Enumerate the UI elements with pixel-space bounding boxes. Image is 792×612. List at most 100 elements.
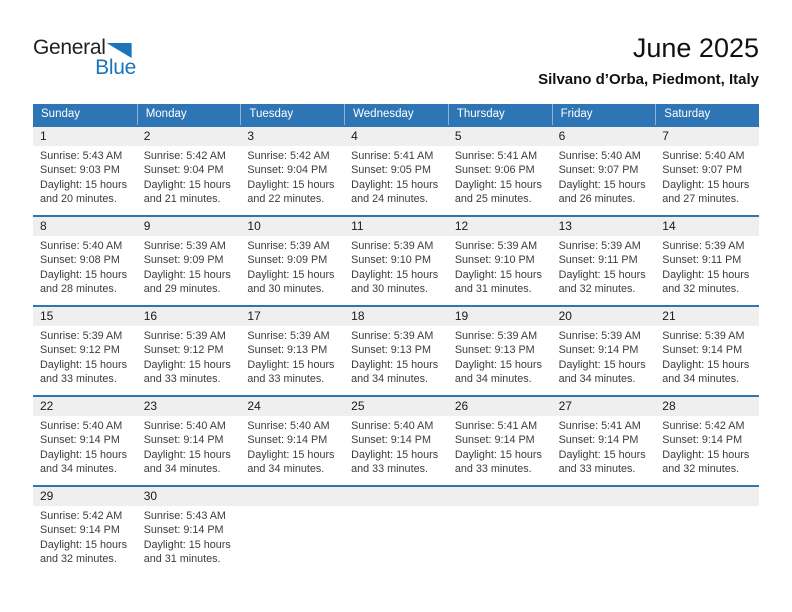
detail-line: Sunset: 9:03 PM: [40, 164, 120, 177]
detail-line: Sunset: 9:14 PM: [351, 434, 431, 447]
detail-line: Sunset: 9:07 PM: [662, 164, 743, 177]
day-number: 7: [662, 129, 669, 143]
detail-line: Sunrise: 5:42 AM: [247, 150, 330, 162]
day-cell: Sunrise: 5:40 AM Sunset: 9:14 PM Daylight:…: [240, 416, 344, 477]
empty-day-cell: [448, 506, 552, 567]
day-cell: Sunrise: 5:41 AM Sunset: 9:05 PM Daylight:…: [344, 146, 448, 207]
detail-line: Daylight: 15 hours: [351, 448, 439, 461]
day-number: 11: [351, 219, 364, 233]
weekday-wednesday: Wednesday: [344, 104, 448, 125]
day-number: 13: [558, 219, 572, 233]
day-cell: Sunrise: 5:39 AM Sunset: 9:11 PM Daylight:…: [552, 236, 656, 297]
detail-line: Daylight: 15 hours: [454, 268, 542, 281]
detail-line: Daylight: 15 hours: [143, 448, 231, 461]
detail-line: and 28 minutes.: [40, 283, 117, 296]
detail-line: and 33 minutes.: [143, 373, 221, 386]
day-cell: Sunrise: 5:43 AM Sunset: 9:14 PM Daylight:…: [137, 506, 241, 567]
week-row: 8 9 10 11 12 13 14 Sunrise: 5:40 AM Sunset: 9:08…: [33, 215, 759, 305]
detail-line: Daylight: 15 hours: [247, 448, 335, 461]
detail-line: Sunset: 9:13 PM: [454, 344, 535, 357]
detail-line: Daylight: 15 hours: [143, 538, 231, 551]
detail-line: and 34 minutes.: [351, 373, 428, 386]
detail-line: Daylight: 15 hours: [558, 178, 646, 191]
detail-line: Sunrise: 5:40 AM: [662, 150, 745, 162]
detail-line: and 29 minutes.: [143, 283, 221, 296]
detail-line: Daylight: 15 hours: [454, 448, 542, 461]
detail-line: and 21 minutes.: [143, 193, 221, 206]
detail-line: Sunrise: 5:40 AM: [247, 420, 330, 432]
detail-line: Sunrise: 5:43 AM: [143, 510, 226, 522]
week-row: 22 23 24 25 26 27 28 Sunrise: 5:40 AM Sunset: 9:…: [33, 395, 759, 485]
weekday-friday: Friday: [551, 104, 656, 125]
day-number: 5: [454, 129, 462, 143]
detail-line: Sunrise: 5:41 AM: [351, 150, 434, 162]
detail-line: and 33 minutes.: [247, 373, 325, 386]
detail-line: and 32 minutes.: [40, 553, 117, 566]
detail-line: and 32 minutes.: [662, 283, 740, 296]
detail-line: Daylight: 15 hours: [558, 268, 646, 281]
day-number: 10: [247, 219, 261, 233]
detail-line: and 33 minutes.: [454, 463, 532, 476]
detail-line: Sunset: 9:14 PM: [558, 344, 639, 357]
day-number: 8: [40, 219, 47, 233]
detail-line: Sunrise: 5:39 AM: [143, 240, 226, 252]
month-title: June 2025: [632, 33, 759, 63]
day-number: 18: [351, 309, 365, 323]
detail-line: Sunset: 9:09 PM: [247, 254, 328, 267]
day-cell: Sunrise: 5:39 AM Sunset: 9:13 PM Daylight:…: [240, 326, 344, 387]
week-row: 29 30 Sunrise: 5:42 AM Sunset: 9:14 PM Dayli…: [33, 485, 759, 575]
detail-line: Daylight: 15 hours: [558, 448, 646, 461]
empty-day-number: [344, 487, 448, 506]
general-blue-logo: General Blue: [33, 37, 143, 78]
detail-line: Sunset: 9:04 PM: [247, 164, 328, 177]
detail-line: Sunrise: 5:39 AM: [662, 330, 745, 342]
detail-line: Sunrise: 5:41 AM: [558, 420, 641, 432]
detail-line: Daylight: 15 hours: [351, 268, 439, 281]
day-cell: Sunrise: 5:39 AM Sunset: 9:13 PM Daylight:…: [344, 326, 448, 387]
detail-line: Sunset: 9:12 PM: [40, 344, 120, 357]
empty-day-cell: [344, 506, 448, 567]
detail-line: Daylight: 15 hours: [40, 178, 128, 191]
day-number: 14: [662, 219, 676, 233]
detail-line: and 34 minutes.: [454, 373, 532, 386]
day-cell: Sunrise: 5:39 AM Sunset: 9:10 PM Daylight:…: [448, 236, 552, 297]
detail-line: Sunset: 9:10 PM: [351, 254, 431, 267]
detail-line: Sunrise: 5:40 AM: [351, 420, 434, 432]
header-title-block: June 2025 Silvano d’Orba, Piedmont, Ital…: [538, 34, 759, 88]
detail-line: Sunset: 9:09 PM: [143, 254, 224, 267]
detail-line: Daylight: 15 hours: [662, 268, 750, 281]
detail-line: Daylight: 15 hours: [247, 358, 335, 371]
day-cell: Sunrise: 5:39 AM Sunset: 9:14 PM Daylight:…: [655, 326, 759, 387]
detail-line: Sunrise: 5:42 AM: [662, 420, 745, 432]
day-cell: Sunrise: 5:40 AM Sunset: 9:14 PM Daylight:…: [33, 416, 137, 477]
day-cell: Sunrise: 5:41 AM Sunset: 9:14 PM Daylight:…: [552, 416, 656, 477]
detail-line: Daylight: 15 hours: [662, 448, 750, 461]
day-number: 21: [662, 309, 676, 323]
day-detail-row: Sunrise: 5:43 AM Sunset: 9:03 PM Daylight:…: [33, 146, 759, 207]
detail-line: and 32 minutes.: [558, 283, 636, 296]
day-cell: Sunrise: 5:40 AM Sunset: 9:14 PM Daylight:…: [344, 416, 448, 477]
detail-line: and 32 minutes.: [662, 463, 740, 476]
day-detail-row: Sunrise: 5:39 AM Sunset: 9:12 PM Daylight:…: [33, 326, 759, 387]
detail-line: Sunset: 9:14 PM: [143, 434, 224, 447]
detail-line: Sunset: 9:11 PM: [662, 254, 742, 267]
detail-line: Sunset: 9:10 PM: [454, 254, 535, 267]
detail-line: Sunset: 9:14 PM: [558, 434, 639, 447]
detail-line: and 34 minutes.: [558, 373, 636, 386]
day-cell: Sunrise: 5:43 AM Sunset: 9:03 PM Daylight:…: [33, 146, 137, 207]
detail-line: Sunset: 9:14 PM: [662, 344, 743, 357]
detail-line: Sunrise: 5:40 AM: [558, 150, 641, 162]
detail-line: Sunrise: 5:42 AM: [40, 510, 123, 522]
day-number: 17: [247, 309, 261, 323]
detail-line: Daylight: 15 hours: [40, 268, 128, 281]
detail-line: Daylight: 15 hours: [558, 358, 646, 371]
day-number: 19: [454, 309, 469, 323]
detail-line: and 22 minutes.: [247, 193, 325, 206]
day-cell: Sunrise: 5:42 AM Sunset: 9:14 PM Daylight:…: [33, 506, 137, 567]
detail-line: Sunrise: 5:39 AM: [454, 240, 538, 252]
detail-line: Daylight: 15 hours: [247, 268, 335, 281]
empty-day-cell: [240, 506, 344, 567]
detail-line: and 31 minutes.: [454, 283, 532, 296]
detail-line: and 20 minutes.: [40, 193, 117, 206]
detail-line: Sunset: 9:04 PM: [143, 164, 224, 177]
